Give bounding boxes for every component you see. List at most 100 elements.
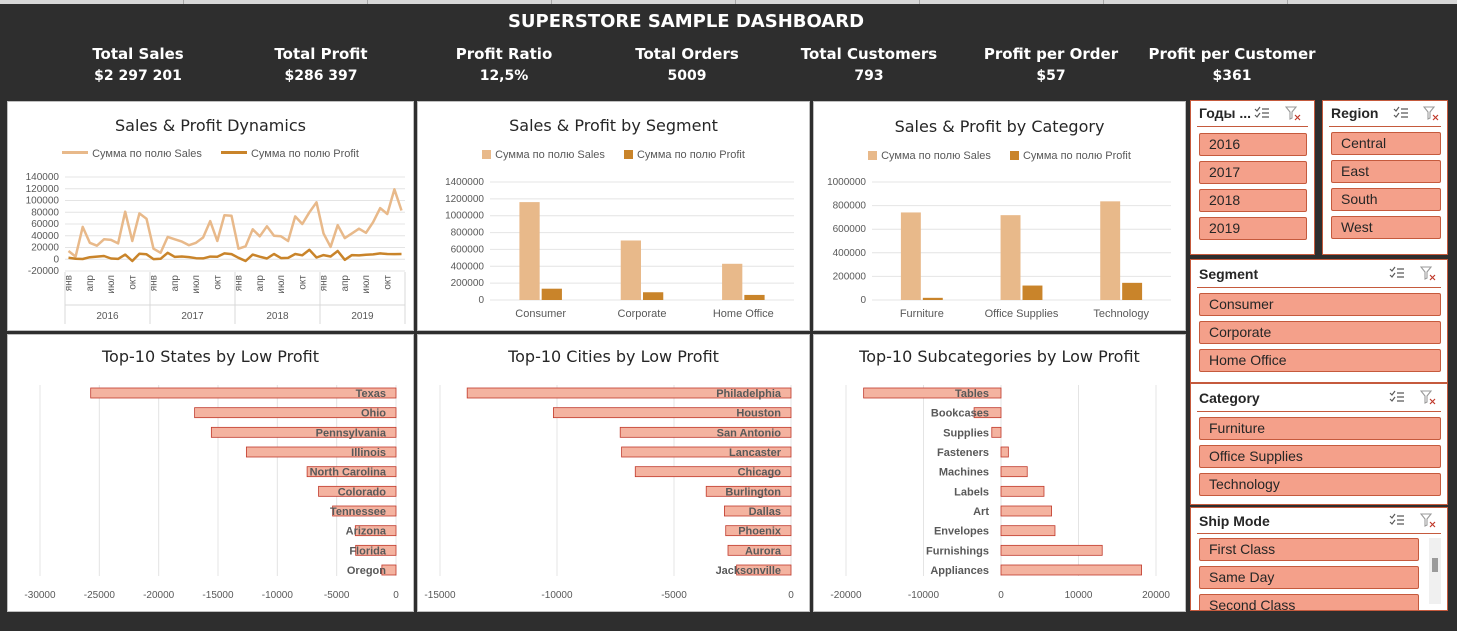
slicer-item-corporate[interactable]: Corporate (1199, 321, 1441, 344)
x-category-label: Furniture (900, 308, 944, 320)
dashboard-title: SUPERSTORE SAMPLE DASHBOARD (507, 11, 865, 32)
x-month-label: янв (149, 275, 160, 291)
profit-bar (973, 407, 1002, 419)
worksheet-grid-strip (0, 0, 1457, 4)
multi-select-icon[interactable] (1254, 105, 1270, 121)
slicer-item-same-day[interactable]: Same Day (1199, 566, 1419, 589)
category-label: Philadelphia (716, 388, 782, 400)
legend-swatch-profit (1009, 151, 1019, 160)
profit-bar (619, 426, 792, 438)
chart-top10-states-low-profit[interactable]: Top-10 States by Low Profit -30000 -25000… (7, 334, 414, 612)
multi-select-icon[interactable] (1389, 389, 1405, 405)
y-tick-label: 1000000 (827, 177, 866, 188)
x-tick-label: -25000 (84, 590, 116, 601)
slicer-item-first-class[interactable]: First Class (1199, 538, 1419, 561)
category-label: Houston (736, 408, 781, 420)
profit-bar (991, 426, 1002, 438)
kpi-label: Profit per Order (983, 45, 1119, 63)
multi-select-icon[interactable] (1393, 105, 1409, 121)
y-tick-label: 600000 (833, 224, 867, 235)
sales-bar (1100, 201, 1121, 300)
x-month-label: окт (297, 275, 308, 290)
slicer-item-office-supplies[interactable]: Office Supplies (1199, 445, 1441, 468)
y-tick-label: 40000 (31, 231, 59, 242)
slicer-item-2019[interactable]: 2019 (1199, 217, 1307, 240)
legend-label-sales: Сумма по полю Sales (881, 150, 991, 162)
category-label: Appliances (930, 565, 989, 577)
legend-label-sales: Сумма по полю Sales (92, 148, 202, 160)
legend-swatch-sales (482, 150, 492, 159)
profit-bar (705, 485, 792, 497)
chart-top10-cities-low-profit[interactable]: Top-10 Cities by Low Profit -15000 -10000… (417, 334, 810, 612)
slicer-item-south[interactable]: South (1331, 188, 1441, 211)
scrollbar-thumb[interactable] (1432, 558, 1438, 572)
slicer-item-2017[interactable]: 2017 (1199, 161, 1307, 184)
x-month-label: июл (361, 275, 372, 294)
profit-bar (1000, 446, 1009, 458)
chart-sales-profit-by-segment[interactable]: Sales & Profit by Segment Сумма по полю … (417, 101, 810, 331)
chart-title: Top-10 States by Low Profit (101, 347, 320, 366)
profit-bar (727, 544, 792, 556)
clear-filter-icon[interactable] (1285, 105, 1301, 121)
category-label: Illinois (351, 447, 386, 459)
slicer-segment[interactable]: Segment Consumer Corporate Home Office (1190, 259, 1448, 383)
x-tick-label: -15000 (202, 590, 234, 601)
slicer-item-2016[interactable]: 2016 (1199, 133, 1307, 156)
sales-bar (519, 202, 540, 300)
profit-bar (1000, 466, 1028, 478)
category-label: Phoenix (738, 526, 782, 538)
multi-select-icon[interactable] (1389, 265, 1405, 281)
category-label: Ohio (361, 408, 386, 420)
slicer-years[interactable]: Годы ... 2016 2017 2018 2019 (1190, 100, 1315, 255)
x-year-label: 2016 (96, 311, 119, 322)
multi-select-icon[interactable] (1389, 512, 1405, 528)
category-label: Arizona (346, 526, 387, 538)
x-month-label: апр (85, 275, 96, 292)
slicer-item-second-class[interactable]: Second Class (1199, 594, 1419, 610)
kpi-total-customers: Total Customers 793 (774, 45, 964, 84)
profit-bar (1000, 485, 1045, 497)
slicer-item-consumer[interactable]: Consumer (1199, 293, 1441, 316)
hbar-chart-svg: -15000 -10000 -5000 0 Philadelphia Houston San… (424, 385, 794, 601)
x-tick-label: 0 (998, 590, 1004, 601)
chart-legend: Сумма по полю Sales Сумма по полю Profit (418, 149, 809, 161)
slicer-scrollbar[interactable] (1429, 538, 1441, 604)
slicer-region[interactable]: Region Central East South West (1322, 100, 1448, 255)
clear-filter-icon[interactable] (1420, 389, 1436, 405)
chart-sales-profit-dynamics[interactable]: Sales & Profit Dynamics Сумма по полю Sa… (7, 101, 414, 331)
legend-label-profit: Сумма по полю Profit (250, 148, 359, 160)
category-label: North Carolina (310, 467, 387, 479)
category-label: Jacksonville (716, 565, 781, 577)
x-tick-label: -10000 (262, 590, 294, 601)
profit-bar (1000, 525, 1056, 537)
clear-filter-icon[interactable] (1420, 265, 1436, 281)
chart-title: Sales & Profit Dynamics (115, 116, 306, 135)
y-tick-label: 200000 (451, 278, 485, 289)
category-label: Chicago (738, 467, 782, 479)
slicer-item-2018[interactable]: 2018 (1199, 189, 1307, 212)
slicer-item-west[interactable]: West (1331, 216, 1441, 239)
clear-filter-icon[interactable] (1420, 512, 1436, 528)
slicer-item-technology[interactable]: Technology (1199, 473, 1441, 496)
profit-bar (306, 466, 397, 478)
category-label: Tables (955, 388, 989, 400)
chart-top10-subcategories-low-profit[interactable]: Top-10 Subcategories by Low Profit -2000… (813, 334, 1186, 612)
y-tick-label: 400000 (833, 248, 867, 259)
clear-filter-icon[interactable] (1423, 105, 1439, 121)
slicer-item-furniture[interactable]: Furniture (1199, 417, 1441, 440)
slicer-item-east[interactable]: East (1331, 160, 1441, 183)
slicer-ship-mode[interactable]: Ship Mode First Class Same Day Second Cl… (1190, 507, 1448, 611)
chart-sales-profit-by-category[interactable]: Sales & Profit by Category Сумма по полю… (813, 101, 1186, 331)
x-category-label: Consumer (515, 308, 566, 320)
legend-swatch-sales (868, 151, 878, 160)
x-month-label: июл (106, 275, 117, 294)
slicer-item-home-office[interactable]: Home Office (1199, 349, 1441, 372)
slicer-category[interactable]: Category Furniture Office Supplies Techn… (1190, 383, 1448, 505)
category-label: San Antonio (717, 427, 782, 439)
y-tick-label: 800000 (833, 201, 867, 212)
slicer-item-central[interactable]: Central (1331, 132, 1441, 155)
x-tick-label: 0 (788, 590, 794, 601)
legend-label-profit: Сумма по полю Profit (636, 149, 745, 161)
x-month-label: окт (382, 275, 393, 290)
y-tick-label: 80000 (31, 207, 59, 218)
